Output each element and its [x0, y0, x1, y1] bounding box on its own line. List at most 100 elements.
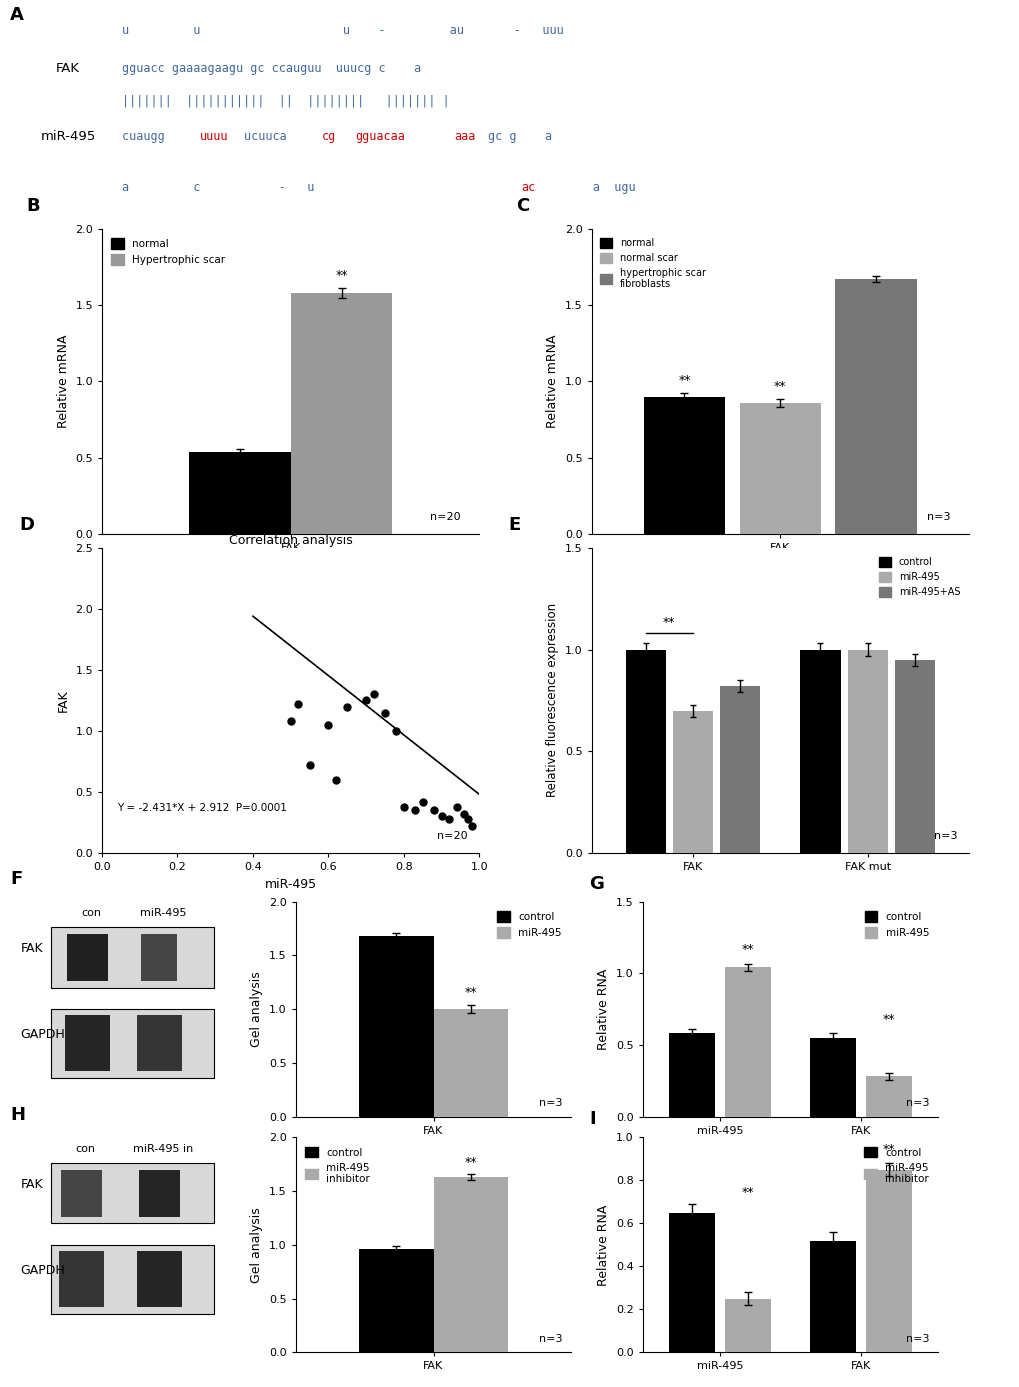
- Bar: [800, 649, 840, 853]
- Text: **: **: [741, 1186, 754, 1198]
- Point: [338, 695, 356, 717]
- Bar: [51, 1010, 214, 1078]
- Text: H: H: [10, 1107, 25, 1123]
- Text: uuuu: uuuu: [200, 130, 228, 143]
- Bar: [137, 1015, 181, 1071]
- Point: [358, 689, 374, 712]
- Bar: [67, 933, 108, 981]
- Text: a  ugu: a ugu: [542, 182, 635, 194]
- Point: [460, 807, 476, 829]
- Point: [440, 807, 457, 829]
- Bar: [137, 1251, 181, 1307]
- Point: [388, 720, 405, 742]
- Text: E: E: [508, 516, 521, 534]
- Text: cg: cg: [321, 130, 335, 143]
- Legend: normal, normal scar, hypertrophic scar
fibroblasts: normal, normal scar, hypertrophic scar f…: [596, 234, 709, 293]
- Text: **: **: [882, 1143, 895, 1155]
- Legend: control, miR-495
inhibitor: control, miR-495 inhibitor: [859, 1143, 932, 1189]
- Bar: [59, 1251, 104, 1307]
- Text: **: **: [464, 986, 476, 1000]
- Text: **: **: [335, 269, 347, 283]
- Y-axis label: Relative mRNA: Relative mRNA: [546, 334, 558, 429]
- Bar: [359, 1250, 433, 1352]
- Text: u         u                    u    -         au       -   uuu: u u u - au - uuu: [122, 24, 564, 37]
- Text: n=20: n=20: [429, 512, 461, 522]
- Point: [407, 799, 423, 821]
- Bar: [61, 1169, 102, 1216]
- Bar: [668, 1033, 714, 1117]
- Bar: [673, 710, 712, 853]
- Text: cuaugg: cuaugg: [122, 130, 172, 143]
- Text: |||||||  |||||||||||  ||  ||||||||   ||||||| |: ||||||| ||||||||||| || |||||||| ||||||| …: [122, 94, 449, 107]
- Bar: [865, 1169, 911, 1352]
- Bar: [739, 402, 820, 534]
- Text: Y = -2.431*X + 2.912  P=0.0001: Y = -2.431*X + 2.912 P=0.0001: [117, 803, 286, 813]
- Text: F: F: [10, 871, 22, 888]
- Point: [448, 796, 465, 818]
- Text: ucuuca: ucuuca: [244, 130, 293, 143]
- Text: n=3: n=3: [539, 1099, 562, 1108]
- Text: **: **: [773, 380, 786, 393]
- Text: aaa: aaa: [454, 130, 475, 143]
- Legend: control, miR-495, miR-495+AS: control, miR-495, miR-495+AS: [874, 553, 963, 601]
- Bar: [894, 660, 934, 853]
- Y-axis label: Relative mRNA: Relative mRNA: [57, 334, 69, 429]
- Text: ac: ac: [521, 182, 535, 194]
- Bar: [359, 936, 433, 1117]
- Point: [426, 799, 442, 821]
- Point: [282, 710, 299, 732]
- Text: **: **: [464, 1155, 476, 1168]
- Text: **: **: [882, 1014, 895, 1026]
- Text: GAPDH: GAPDH: [20, 1264, 65, 1277]
- Text: n=3: n=3: [905, 1334, 928, 1344]
- Y-axis label: Gel analysis: Gel analysis: [251, 1207, 263, 1283]
- Text: gguacaa: gguacaa: [355, 130, 405, 143]
- Bar: [290, 293, 392, 534]
- Bar: [809, 1037, 855, 1117]
- Legend: normal, Hypertrophic scar: normal, Hypertrophic scar: [107, 234, 229, 269]
- Text: n=3: n=3: [539, 1334, 562, 1344]
- Y-axis label: Relative RNA: Relative RNA: [597, 968, 609, 1050]
- Bar: [139, 1169, 179, 1216]
- Point: [455, 803, 472, 825]
- Point: [320, 714, 336, 736]
- Text: FAK: FAK: [56, 62, 81, 75]
- Text: B: B: [26, 197, 40, 215]
- Text: I: I: [589, 1111, 595, 1129]
- Bar: [51, 1246, 214, 1313]
- Bar: [51, 928, 214, 988]
- Bar: [51, 1164, 214, 1223]
- Bar: [835, 279, 916, 534]
- Bar: [643, 397, 725, 534]
- X-axis label: miR-495: miR-495: [264, 878, 317, 890]
- Text: A: A: [10, 6, 24, 24]
- Text: n=3: n=3: [933, 831, 957, 841]
- Text: n=3: n=3: [905, 1099, 928, 1108]
- Text: n=3: n=3: [925, 512, 950, 522]
- Text: con: con: [75, 1144, 96, 1154]
- Text: miR-495: miR-495: [140, 908, 186, 918]
- Bar: [141, 933, 177, 981]
- Point: [464, 816, 480, 838]
- Bar: [433, 1010, 507, 1117]
- Text: **: **: [741, 943, 754, 956]
- Text: con: con: [82, 908, 102, 918]
- Legend: control, miR-495: control, miR-495: [860, 907, 932, 942]
- Text: FAK: FAK: [20, 942, 43, 956]
- Y-axis label: Relative RNA: Relative RNA: [597, 1204, 609, 1286]
- Text: FAK: FAK: [20, 1178, 43, 1191]
- Bar: [668, 1212, 714, 1352]
- Text: D: D: [19, 516, 34, 534]
- Text: G: G: [589, 875, 603, 893]
- Point: [377, 702, 393, 724]
- Point: [365, 684, 381, 706]
- Legend: control, miR-495: control, miR-495: [493, 907, 566, 942]
- Point: [414, 791, 430, 813]
- Title: Correlation analysis: Correlation analysis: [228, 534, 353, 546]
- Bar: [725, 1298, 770, 1352]
- Bar: [725, 968, 770, 1117]
- Text: miR-495: miR-495: [41, 130, 96, 143]
- Text: n=20: n=20: [437, 831, 468, 841]
- Bar: [719, 687, 759, 853]
- Text: a         c           -   u: a c - u: [122, 182, 378, 194]
